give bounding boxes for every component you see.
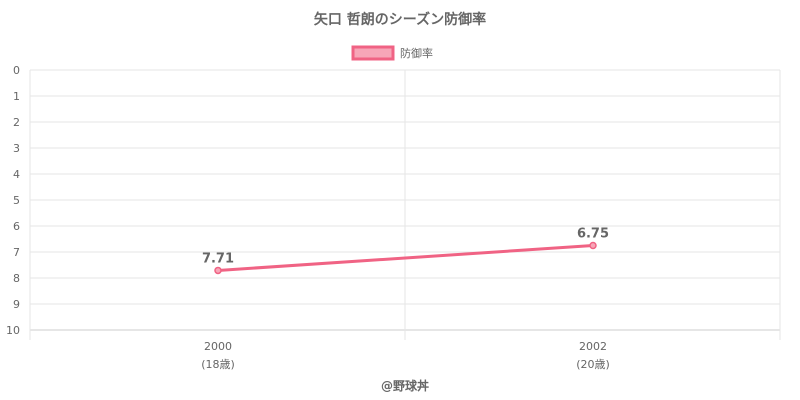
chart-title: 矢口 哲朗のシーズン防御率	[314, 11, 486, 28]
data-label: 7.71	[202, 251, 234, 266]
y-tick-label: 6	[13, 220, 20, 233]
x-tick-label: 2000	[204, 340, 232, 353]
x-tick-sublabel: (18歳)	[201, 358, 235, 371]
y-tick-label: 10	[6, 324, 20, 337]
footer-credit: @野球丼	[381, 378, 429, 393]
series-line	[217, 244, 594, 272]
x-tick-label: 2002	[579, 340, 607, 353]
y-tick-label: 9	[13, 298, 20, 311]
y-tick-label: 0	[13, 64, 20, 77]
legend[interactable]: 防御率	[351, 45, 433, 61]
y-tick-label: 7	[13, 246, 20, 259]
y-tick-label: 4	[13, 168, 20, 181]
axes: 0 1 2 3 4 5 6 7 8 9 10 2000 (18歳) 2002 (20歳)	[6, 64, 610, 371]
x-tick-sublabel: (20歳)	[576, 358, 610, 371]
y-tick-label: 2	[13, 116, 20, 129]
y-tick-label: 3	[13, 142, 20, 155]
y-tick-label: 8	[13, 272, 20, 285]
data-labels: 7.71 6.75	[202, 227, 609, 267]
series-era	[214, 241, 597, 275]
legend-label: 防御率	[400, 46, 433, 60]
data-point	[214, 266, 222, 275]
legend-swatch	[351, 45, 395, 61]
y-tick-label: 1	[13, 90, 20, 103]
data-label: 6.75	[577, 227, 609, 242]
grid	[29, 69, 781, 340]
data-point	[589, 241, 597, 250]
y-tick-label: 5	[13, 194, 20, 207]
